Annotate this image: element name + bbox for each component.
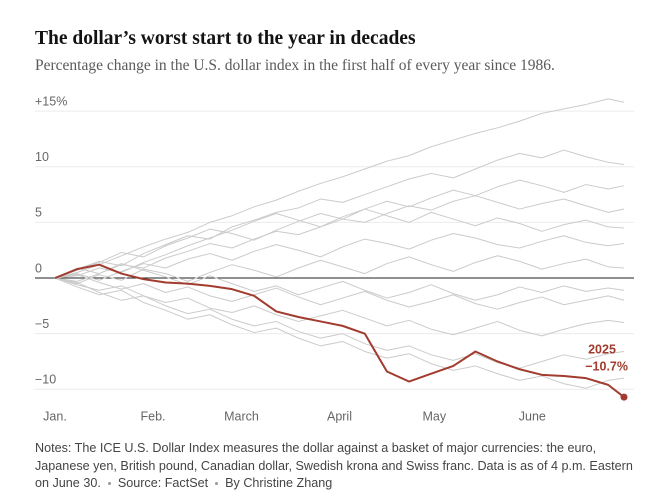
series-line	[54, 263, 625, 301]
highlight-line	[54, 263, 625, 398]
notes-block: Notes: The ICE U.S. Dollar Index measure…	[35, 440, 640, 493]
x-tick-label: May	[423, 409, 447, 423]
y-tick-label: −5	[35, 317, 49, 331]
y-tick-label: +15%	[35, 94, 67, 108]
x-tick-label: June	[519, 409, 546, 423]
series-line	[54, 233, 625, 281]
series-line	[54, 274, 625, 310]
x-tick-label: Feb.	[140, 409, 165, 423]
end-point	[620, 393, 628, 401]
x-tick-label: April	[327, 409, 352, 423]
chart-subtitle: Percentage change in the U.S. dollar ind…	[35, 57, 555, 74]
series-line	[54, 208, 625, 279]
separator	[107, 482, 111, 486]
y-tick-label: 5	[35, 206, 42, 220]
value-label: −10.7%	[585, 359, 628, 373]
series-line	[54, 277, 625, 369]
byline: By Christine Zhang	[225, 476, 333, 490]
series-line	[54, 98, 625, 279]
chart-title: The dollar’s worst start to the year in …	[35, 28, 416, 49]
y-tick-label: −10	[35, 373, 56, 387]
y-tick-label: 10	[35, 150, 49, 164]
separator	[215, 482, 219, 486]
series-label: 2025	[588, 342, 616, 356]
y-tick-label: 0	[35, 261, 42, 275]
source: Source: FactSet	[117, 476, 209, 490]
notes: Notes: The ICE U.S. Dollar Index measure…	[35, 441, 633, 490]
series-line	[54, 277, 625, 389]
chart: +15% 10 5 0 −5 −10 Jan. Feb. March April May June 20…	[35, 94, 634, 423]
x-tick-label: Jan.	[43, 409, 67, 423]
series-line	[54, 179, 625, 279]
x-tick-label: March	[224, 409, 259, 423]
series-line	[54, 255, 625, 285]
series-line	[54, 149, 625, 279]
series-line	[54, 277, 625, 337]
